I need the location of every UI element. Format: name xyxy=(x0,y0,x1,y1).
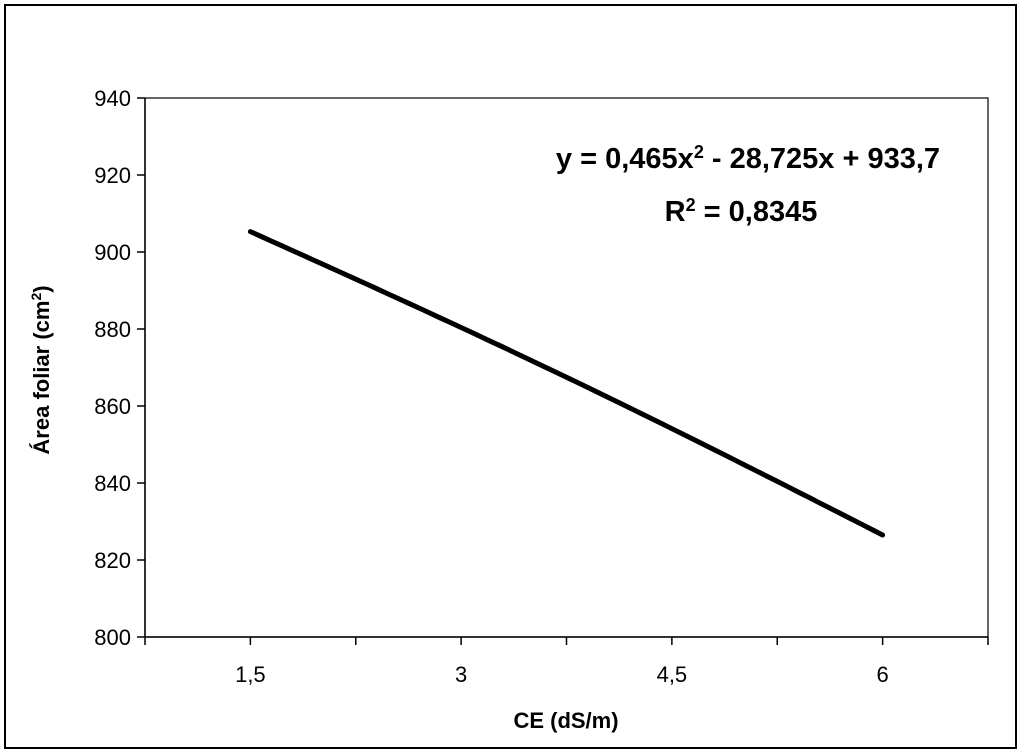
series-line-trend xyxy=(247,229,886,538)
y-tick-label: 920 xyxy=(94,163,131,188)
x-tick-label: 1,5 xyxy=(235,662,266,687)
equation-suffix: - 28,725x + 933,7 xyxy=(704,143,940,175)
x-tick-label: 6 xyxy=(877,662,889,687)
r-squared-suffix: = 0,8345 xyxy=(696,196,818,228)
equation-sup: 2 xyxy=(694,142,704,162)
r-squared-label: R2 = 0,8345 xyxy=(665,195,818,228)
y-tick-label: 820 xyxy=(94,548,131,573)
y-axis-title-sup: 2 xyxy=(28,293,44,301)
x-tick-label: 3 xyxy=(455,662,467,687)
y-tick-label: 860 xyxy=(94,394,131,419)
x-axis-ticks: 1,5 3 4,5 6 xyxy=(144,637,989,687)
y-axis-title-base: Área foliar (cm xyxy=(29,301,54,455)
chart-frame xyxy=(4,4,1017,749)
y-axis-ticks: 800 820 840 860 880 900 920 940 xyxy=(94,86,145,650)
y-tick-label: 900 xyxy=(94,240,131,265)
equation-prefix: y = 0,465x xyxy=(556,143,694,175)
x-axis-title: CE (dS/m) xyxy=(513,708,618,733)
y-tick-label: 940 xyxy=(94,86,131,111)
plot-area-border xyxy=(144,97,989,638)
y-tick-label: 880 xyxy=(94,317,131,342)
y-tick-label: 840 xyxy=(94,471,131,496)
y-axis-title: Área foliar (cm2) xyxy=(28,285,54,454)
equation-label: y = 0,465x2 - 28,725x + 933,7 xyxy=(556,142,940,175)
r-squared-sup: 2 xyxy=(686,195,696,215)
y-tick-label: 800 xyxy=(94,625,131,650)
y-axis-title-end: ) xyxy=(29,285,54,292)
x-tick-label: 4,5 xyxy=(657,662,688,687)
r-squared-prefix: R xyxy=(665,196,686,228)
